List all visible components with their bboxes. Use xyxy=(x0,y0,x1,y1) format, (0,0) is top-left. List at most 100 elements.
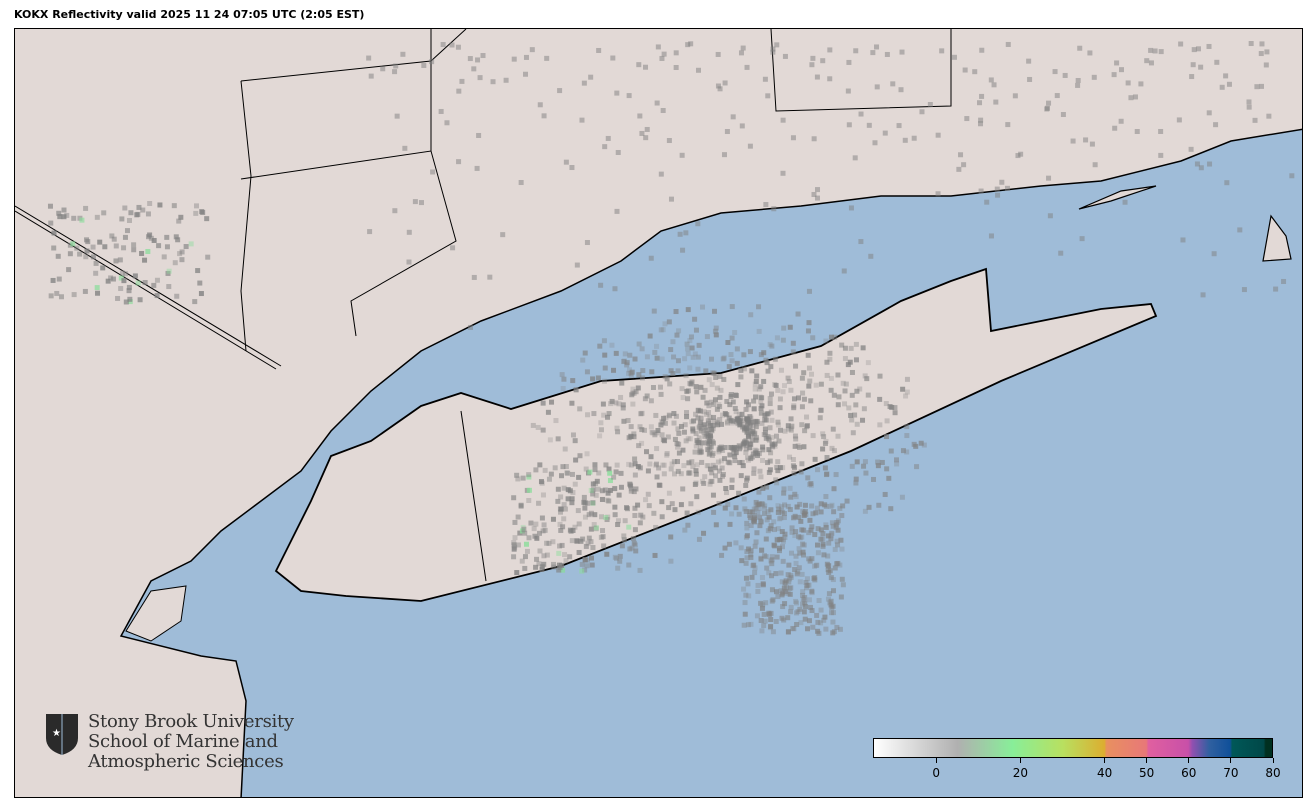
echo-cell xyxy=(759,628,765,634)
echo-cell xyxy=(183,244,189,250)
echo-cell xyxy=(709,478,715,484)
echo-cell xyxy=(866,504,872,510)
echo-cell xyxy=(668,558,674,564)
echo-cell xyxy=(961,162,967,168)
echo-cell xyxy=(607,478,613,484)
block-island xyxy=(1262,214,1292,262)
echo-cell xyxy=(790,463,796,469)
echo-cell xyxy=(904,433,910,439)
echo-cell xyxy=(643,497,649,503)
echo-cell xyxy=(737,422,743,428)
echo-cell xyxy=(788,416,794,422)
echo-cell xyxy=(755,453,761,459)
echo-cell xyxy=(730,399,736,405)
echo-cell xyxy=(918,440,924,446)
echo-cell xyxy=(1180,237,1186,243)
echo-cell xyxy=(737,445,743,451)
echo-cell xyxy=(110,276,116,282)
echo-cell xyxy=(753,437,759,443)
echo-cell xyxy=(122,205,128,211)
echo-cell xyxy=(919,109,925,115)
echo-cell xyxy=(1289,173,1295,179)
echo-cell xyxy=(866,122,872,128)
echo-cell xyxy=(57,214,63,220)
echo-cell xyxy=(694,462,700,468)
echo-cell xyxy=(537,548,543,554)
echo-cell xyxy=(865,360,871,366)
echo-cell xyxy=(579,561,585,567)
echo-cell xyxy=(122,234,128,240)
echo-cell xyxy=(734,346,740,352)
echo-cell xyxy=(756,304,762,310)
radar-map[interactable] xyxy=(14,28,1303,798)
echo-cell xyxy=(614,90,620,96)
echo-cell xyxy=(380,66,386,72)
echo-cell xyxy=(813,563,819,569)
echo-cell xyxy=(816,598,822,604)
echo-cell xyxy=(759,403,765,409)
echo-cell xyxy=(836,518,842,524)
echo-cell xyxy=(1211,251,1217,257)
echo-cell xyxy=(685,522,691,528)
echo-cell xyxy=(613,469,619,475)
echo-cell xyxy=(848,412,854,418)
echo-cell xyxy=(511,542,517,548)
echo-cell xyxy=(589,562,595,568)
echo-cell xyxy=(606,466,612,472)
echo-cell xyxy=(93,270,99,276)
echo-cell xyxy=(815,550,821,556)
echo-cell xyxy=(802,595,808,601)
echo-cell xyxy=(921,442,927,448)
echo-cell xyxy=(1144,58,1150,64)
echo-cell xyxy=(801,552,807,558)
echo-cell xyxy=(120,270,126,276)
echo-cell xyxy=(640,514,646,520)
echo-cell xyxy=(512,535,518,541)
echo-cell xyxy=(748,552,754,558)
echo-cell xyxy=(821,617,827,623)
echo-cell xyxy=(636,372,642,378)
echo-cell xyxy=(801,542,807,548)
echo-cell xyxy=(142,257,148,263)
echo-cell xyxy=(792,491,798,497)
echo-cell xyxy=(727,521,733,527)
echo-cell xyxy=(752,381,758,387)
echo-cell xyxy=(911,135,917,141)
echo-cell xyxy=(1079,236,1085,242)
echo-cell xyxy=(675,444,681,450)
echo-cell xyxy=(533,521,539,527)
echo-cell xyxy=(695,67,701,73)
echo-cell xyxy=(633,486,639,492)
echo-cell xyxy=(600,528,606,534)
echo-cell xyxy=(787,576,793,582)
echo-cell xyxy=(621,359,627,365)
echo-cell xyxy=(628,433,634,439)
echo-cell xyxy=(717,404,723,410)
echo-cell xyxy=(515,514,521,520)
echo-cell xyxy=(615,429,621,435)
echo-cell xyxy=(833,522,839,528)
echo-cell xyxy=(818,607,824,613)
echo-cell xyxy=(696,425,702,431)
echo-cell xyxy=(668,347,674,353)
echo-cell xyxy=(958,152,964,158)
echo-cell xyxy=(818,501,824,507)
echo-cell xyxy=(755,502,761,508)
echo-cell xyxy=(660,327,666,333)
echo-cell xyxy=(533,564,539,570)
echo-cell xyxy=(699,440,705,446)
echo-cell xyxy=(693,468,699,474)
echo-cell xyxy=(801,510,807,516)
echo-cell xyxy=(704,334,710,340)
echo-cell xyxy=(142,280,148,286)
echo-cell xyxy=(689,419,695,425)
echo-cell xyxy=(671,420,677,426)
echo-cell xyxy=(681,429,687,435)
echo-cell xyxy=(894,457,900,463)
echo-cell xyxy=(795,395,801,401)
echo-cell xyxy=(839,513,845,519)
echo-cell xyxy=(842,388,848,394)
echo-cell xyxy=(539,515,545,521)
echo-cell xyxy=(654,461,660,467)
echo-cell xyxy=(197,280,203,286)
